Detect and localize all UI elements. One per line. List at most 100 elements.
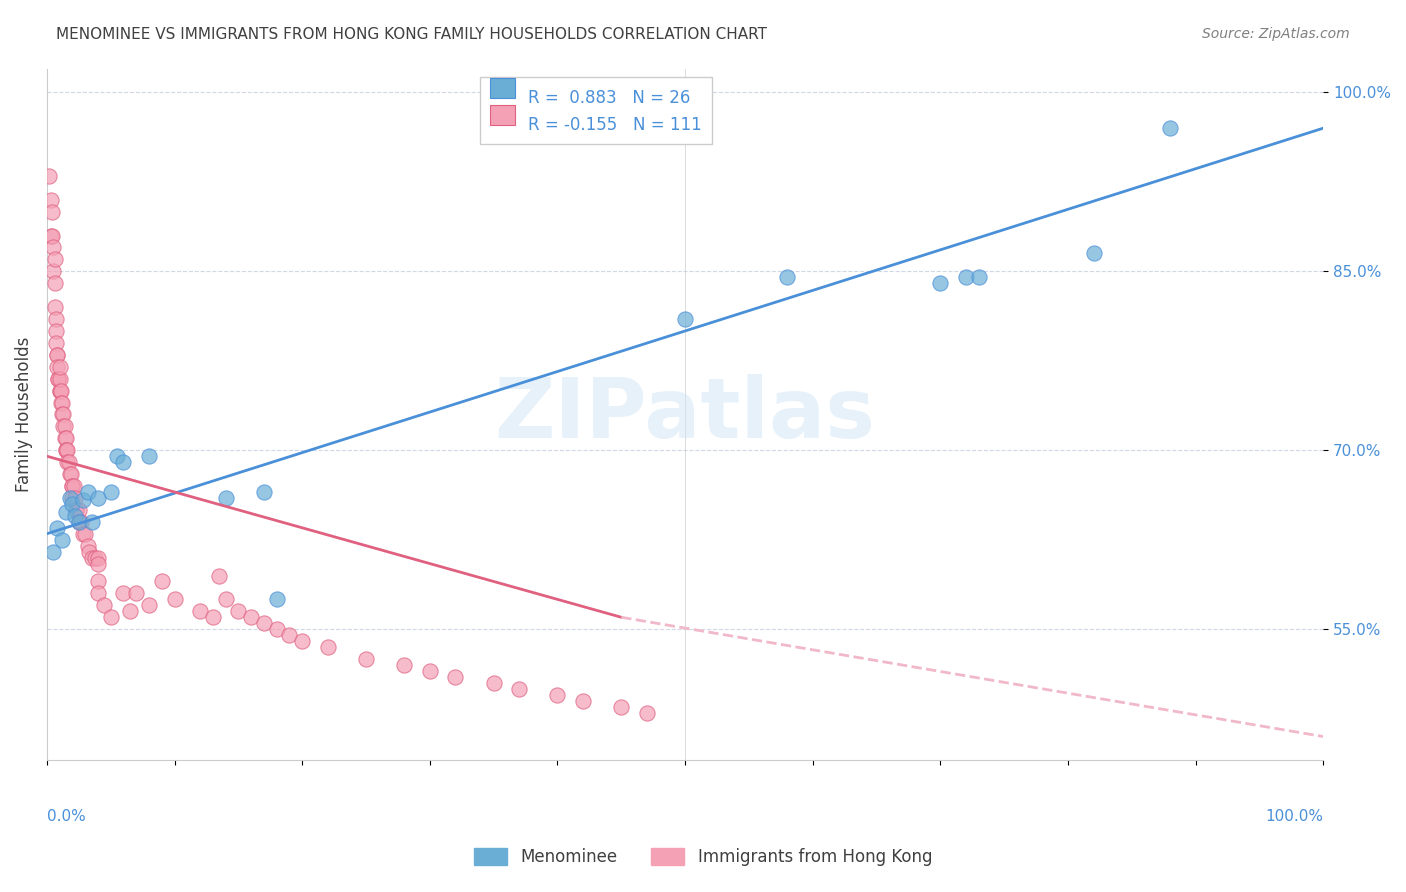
Point <box>51 395 73 409</box>
Point <box>45 324 67 338</box>
Point <box>87 586 110 600</box>
Point <box>240 610 263 624</box>
Point <box>48 384 70 398</box>
Point <box>201 610 224 624</box>
Point <box>56 443 79 458</box>
Point <box>508 681 530 696</box>
Point <box>42 544 65 558</box>
Point <box>87 491 110 505</box>
Point <box>112 455 135 469</box>
Point <box>419 664 441 678</box>
Point <box>62 479 84 493</box>
Point <box>266 592 288 607</box>
Point <box>572 694 595 708</box>
Point <box>44 277 66 291</box>
Point <box>394 657 416 672</box>
Point <box>52 408 75 422</box>
Point <box>546 688 568 702</box>
Point <box>955 270 977 285</box>
Point <box>59 467 82 482</box>
Point <box>75 526 97 541</box>
Point <box>39 193 62 207</box>
Point <box>56 455 79 469</box>
Point <box>76 539 98 553</box>
Point <box>51 533 73 547</box>
Point <box>45 335 67 350</box>
Point <box>62 479 84 493</box>
Point <box>291 634 314 648</box>
Point <box>53 431 76 445</box>
Point <box>65 503 87 517</box>
Point <box>228 604 250 618</box>
Point <box>138 449 160 463</box>
Point <box>967 270 990 285</box>
Point <box>77 544 100 558</box>
Point <box>42 240 65 254</box>
Point <box>1083 246 1105 260</box>
Point <box>208 568 231 582</box>
Point <box>63 508 86 523</box>
Point <box>253 485 276 500</box>
Point <box>93 599 115 613</box>
Point <box>84 550 107 565</box>
Point <box>52 419 75 434</box>
Text: 0.0%: 0.0% <box>46 809 86 824</box>
Point <box>125 586 148 600</box>
Point <box>46 348 69 362</box>
Point <box>636 706 658 720</box>
Y-axis label: Family Households: Family Households <box>15 337 32 492</box>
Point <box>39 228 62 243</box>
Point <box>55 443 77 458</box>
Point <box>87 557 110 571</box>
Point <box>100 610 122 624</box>
Point <box>55 443 77 458</box>
Point <box>60 467 83 482</box>
Point <box>70 515 93 529</box>
Point <box>118 604 141 618</box>
Text: MENOMINEE VS IMMIGRANTS FROM HONG KONG FAMILY HOUSEHOLDS CORRELATION CHART: MENOMINEE VS IMMIGRANTS FROM HONG KONG F… <box>56 27 768 42</box>
Point <box>59 491 82 505</box>
Point <box>62 479 84 493</box>
Point <box>49 384 72 398</box>
Point <box>62 491 84 505</box>
Point <box>150 574 173 589</box>
Point <box>55 505 77 519</box>
Point <box>41 228 63 243</box>
Point <box>278 628 301 642</box>
Point <box>63 491 86 505</box>
Point <box>46 521 69 535</box>
Point <box>51 408 73 422</box>
Point <box>482 676 505 690</box>
Text: 100.0%: 100.0% <box>1265 809 1323 824</box>
Point <box>46 348 69 362</box>
Point <box>65 503 87 517</box>
Legend: Menominee, Immigrants from Hong Kong: Menominee, Immigrants from Hong Kong <box>465 840 941 875</box>
Point <box>46 359 69 374</box>
Point <box>80 550 103 565</box>
Point <box>163 592 186 607</box>
Point <box>53 419 76 434</box>
Point <box>67 503 90 517</box>
Point <box>610 699 633 714</box>
Point <box>45 312 67 326</box>
Point <box>266 622 288 636</box>
Point <box>1159 121 1181 136</box>
Point <box>48 372 70 386</box>
Point <box>44 252 66 267</box>
Point <box>48 384 70 398</box>
Text: ZIPatlas: ZIPatlas <box>495 374 876 455</box>
Point <box>100 485 122 500</box>
Point <box>354 652 377 666</box>
Point <box>105 449 128 463</box>
Point <box>44 300 66 314</box>
Point <box>188 604 211 618</box>
Point <box>214 491 236 505</box>
Point <box>72 526 94 541</box>
Point <box>776 270 799 285</box>
Text: Source: ZipAtlas.com: Source: ZipAtlas.com <box>1202 27 1350 41</box>
Point <box>55 431 77 445</box>
Point <box>38 169 60 183</box>
Point <box>138 599 160 613</box>
Point <box>48 359 70 374</box>
Point <box>72 493 94 508</box>
